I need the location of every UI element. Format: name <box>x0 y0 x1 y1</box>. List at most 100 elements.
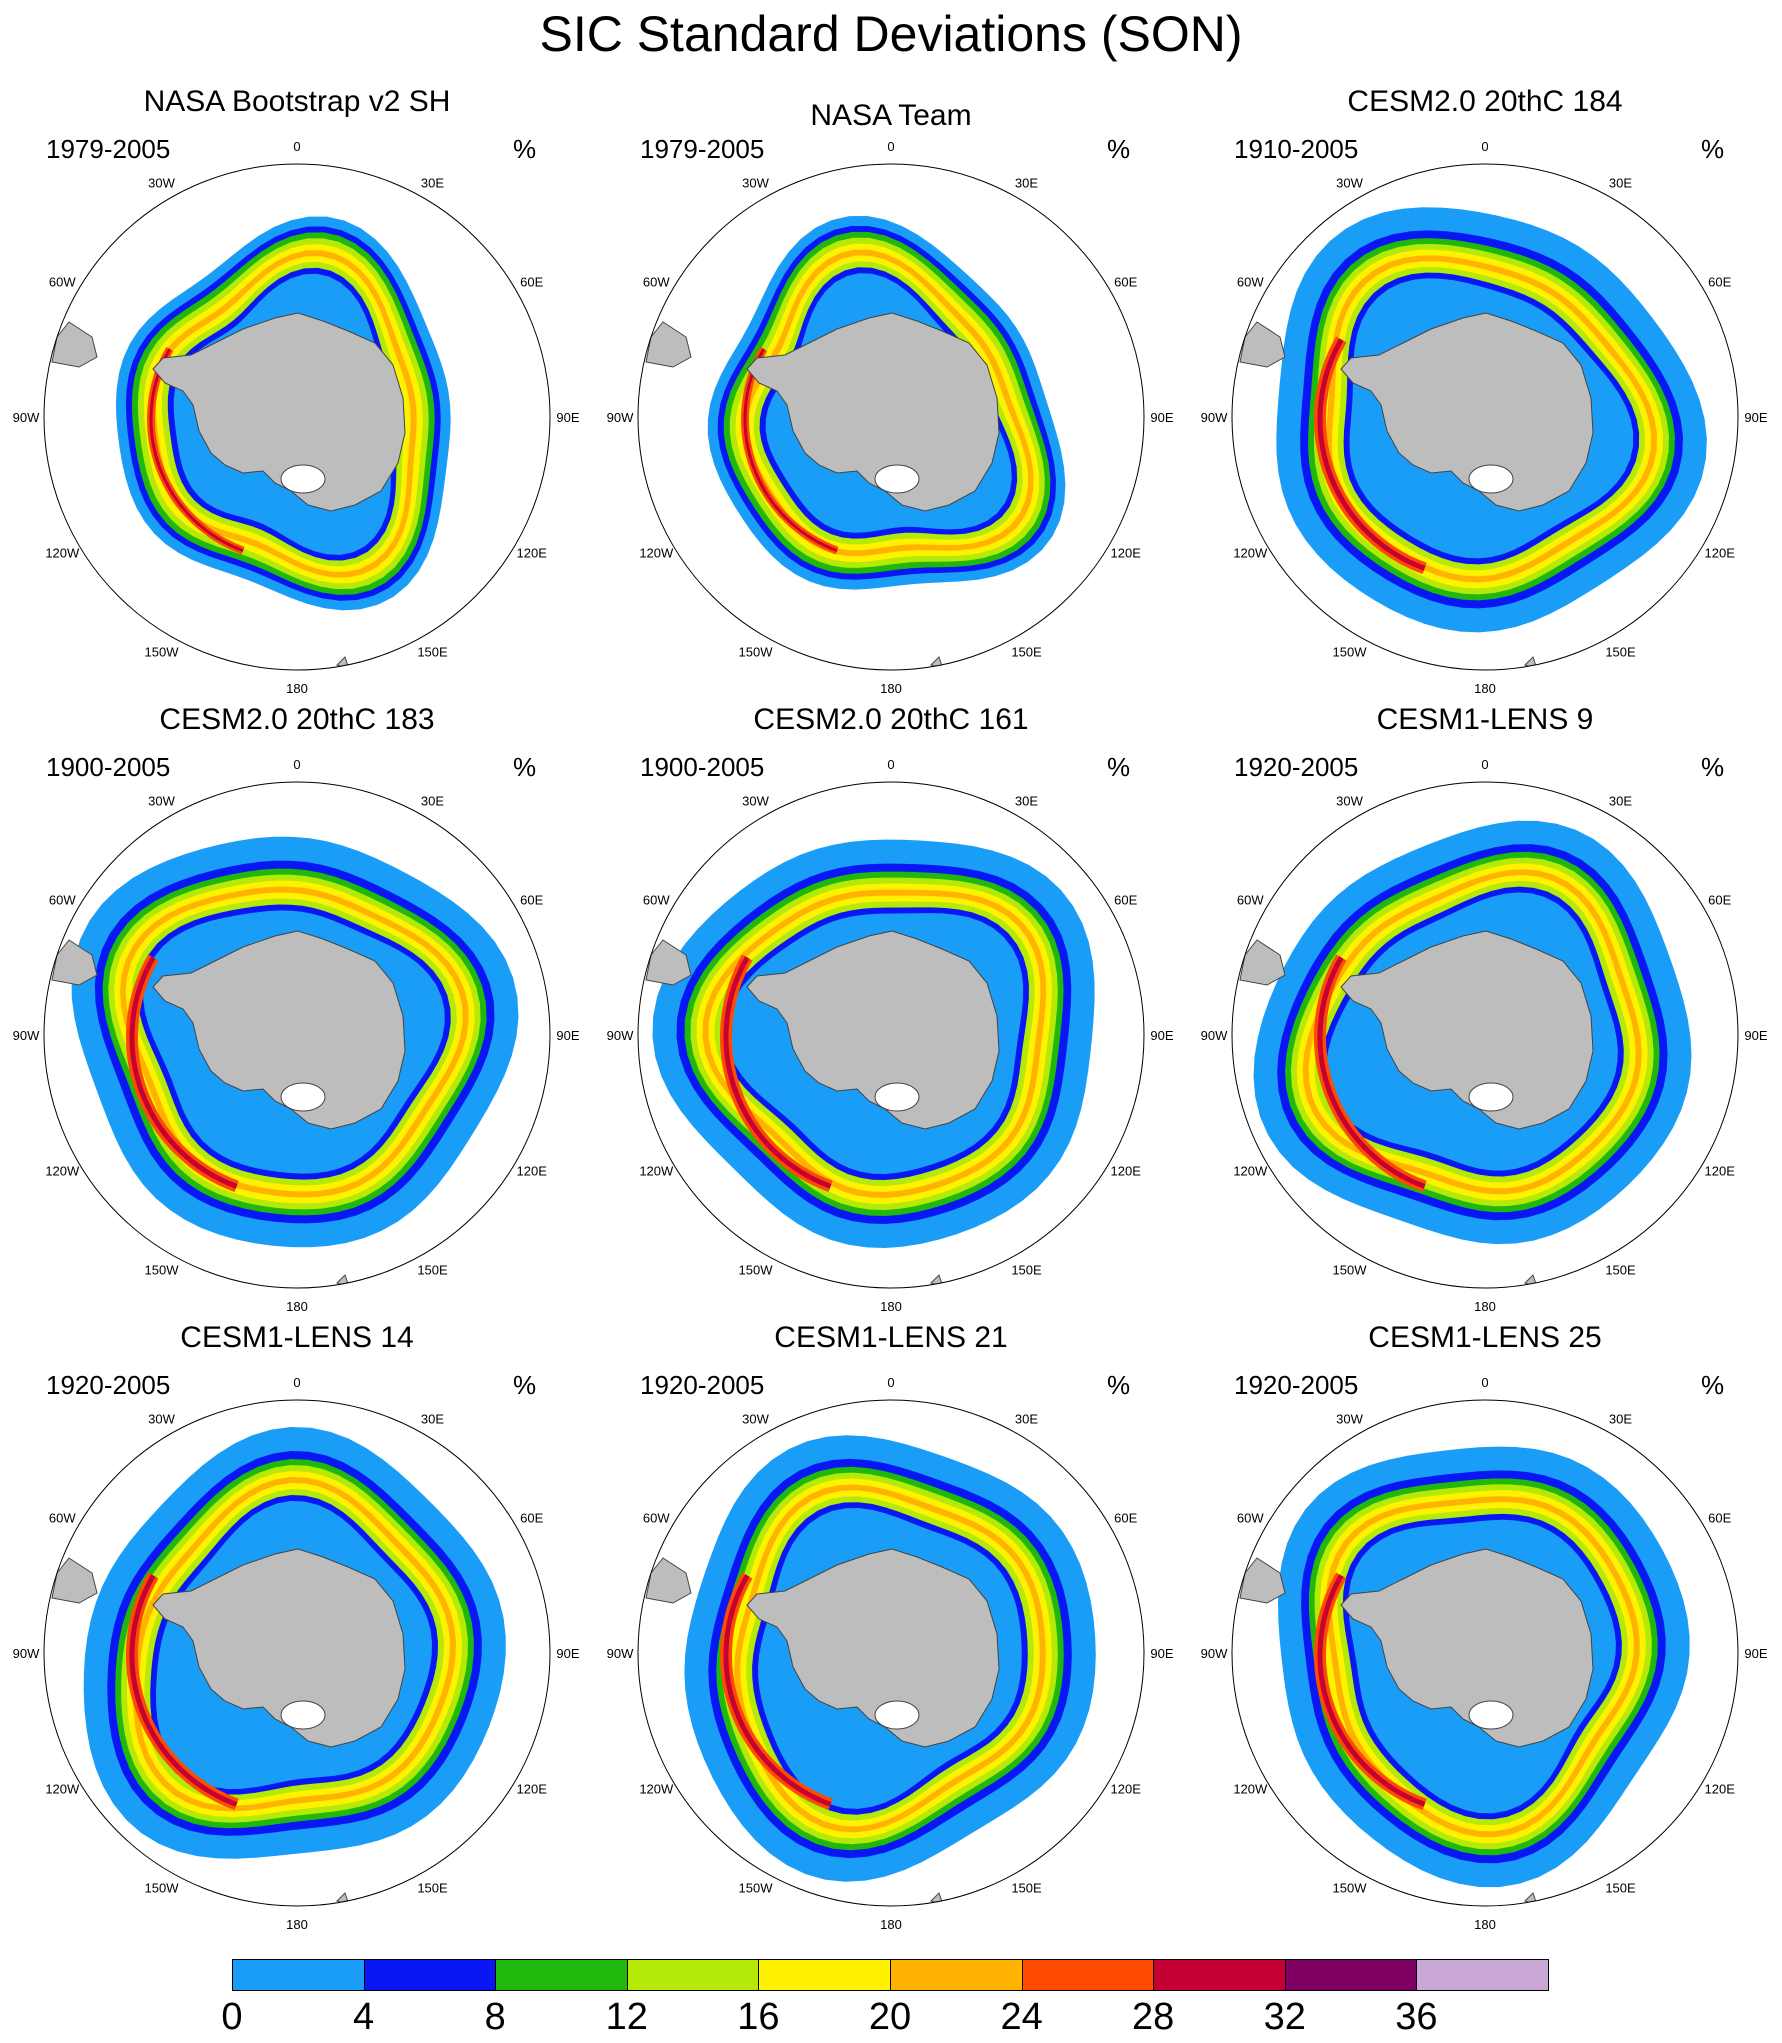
map-border <box>637 781 1145 1289</box>
longitude-label: 30W <box>148 175 175 190</box>
longitude-label: 60W <box>49 893 76 908</box>
longitude-label: 180 <box>880 1917 902 1932</box>
longitude-label: 180 <box>286 681 308 696</box>
panel-title: CESM1-LENS 9 <box>1376 703 1594 736</box>
longitude-label: 90W <box>13 410 40 425</box>
antarctica-landmass <box>746 930 1000 1130</box>
longitude-label: 0 <box>887 1375 894 1390</box>
longitude-label: 60W <box>49 275 76 290</box>
colorbar-tick-label: 36 <box>1395 1996 1438 2038</box>
longitude-label: 0 <box>1481 139 1488 154</box>
longitude-label: 150E <box>1605 1263 1636 1278</box>
longitude-label: 30E <box>1015 793 1038 808</box>
longitude-label: 90E <box>1150 410 1173 425</box>
ross-ice-shelf <box>1468 1700 1514 1730</box>
panel-period: 1900-2005 <box>640 752 765 782</box>
longitude-label: 30W <box>1336 1411 1363 1426</box>
longitude-label: 60E <box>1708 275 1731 290</box>
polar-map: 0 30E 60E 90E 120E 150E 180 150W 120W 90W 60W 30W <box>13 139 580 696</box>
colorbar-tick-label: 16 <box>737 1996 780 2038</box>
map-border <box>1231 781 1739 1289</box>
longitude-label: 30W <box>148 793 175 808</box>
south-america-landmass <box>1239 939 1286 986</box>
panel-unit: % <box>513 134 537 164</box>
longitude-label: 0 <box>887 139 894 154</box>
antarctica-landmass <box>1340 312 1594 512</box>
colorbar-tick-label: 12 <box>605 1996 648 2038</box>
ross-ice-shelf <box>280 1700 326 1730</box>
panel-unit: % <box>1107 1370 1131 1400</box>
longitude-label: 30W <box>148 1411 175 1426</box>
map-border <box>1231 163 1739 671</box>
longitude-label: 120E <box>517 1164 548 1179</box>
colorbar-bin <box>232 1959 365 1991</box>
map-panel: CESM2.0 20thC 184 1910-2005% 0 30E 60E 90E 120… <box>1188 78 1782 698</box>
longitude-label: 0 <box>293 757 300 772</box>
longitude-label: 30W <box>742 175 769 190</box>
map-panel: CESM1-LENS 9 1920-2005% 0 30E 60E 90E 120E 150E… <box>1188 696 1782 1316</box>
sic-core-arc <box>723 1574 832 1807</box>
colorbar-tick-label: 32 <box>1263 1996 1306 2038</box>
panel-unit: % <box>1107 752 1131 782</box>
figure-title: SIC Standard Deviations (SON) <box>539 6 1243 62</box>
map-border <box>1231 1399 1739 1907</box>
longitude-label: 150W <box>145 1263 180 1278</box>
longitude-label: 120E <box>517 1782 548 1797</box>
map-border <box>43 781 551 1289</box>
polar-map: 0 30E 60E 90E 120E 150E 180 150W 120W 90W 60W 30W <box>13 1375 580 1932</box>
panel-title: CESM2.0 20thC 183 <box>159 703 435 736</box>
longitude-label: 60W <box>643 275 670 290</box>
colorbar-tick-label: 8 <box>484 1996 506 2038</box>
longitude-label: 120E <box>1111 1164 1142 1179</box>
panel-period: 1979-2005 <box>640 134 765 164</box>
longitude-label: 0 <box>293 139 300 154</box>
sic-core-arc <box>129 956 238 1189</box>
sic-core-arc <box>1317 338 1426 571</box>
sic-core-arc <box>723 956 832 1189</box>
longitude-label: 60E <box>1114 1511 1137 1526</box>
longitude-label: 150W <box>145 645 180 660</box>
longitude-label: 60W <box>49 1511 76 1526</box>
longitude-label: 30E <box>421 793 444 808</box>
longitude-label: 30E <box>1609 1411 1632 1426</box>
colorbar <box>232 1959 1549 1993</box>
panel-unit: % <box>1107 134 1131 164</box>
map-panel: CESM1-LENS 14 1920-2005% 0 30E 60E 90E 120E 150… <box>0 1314 594 1934</box>
ross-ice-shelf <box>874 1082 920 1112</box>
panel-unit: % <box>513 1370 537 1400</box>
longitude-label: 120E <box>1705 1164 1736 1179</box>
panel-period: 1900-2005 <box>46 752 171 782</box>
colorbar-bin <box>890 1959 1023 1991</box>
antarctica-landmass <box>1340 1548 1594 1748</box>
panel-unit: % <box>1701 134 1725 164</box>
longitude-label: 60E <box>520 1511 543 1526</box>
south-america-landmass <box>51 939 98 986</box>
ross-ice-shelf <box>280 464 326 494</box>
longitude-label: 0 <box>1481 757 1488 772</box>
map-border <box>43 1399 551 1907</box>
colorbar-bin <box>626 1959 760 1991</box>
longitude-label: 90W <box>13 1646 40 1661</box>
longitude-label: 90E <box>556 1646 579 1661</box>
colorbar-tick-label: 4 <box>353 1996 375 2038</box>
longitude-label: 90W <box>1201 1646 1228 1661</box>
polar-map: 0 30E 60E 90E 120E 150E 180 150W 120W 90W 60W 30W <box>607 139 1174 696</box>
colorbar-bin <box>1021 1959 1155 1991</box>
polar-map: 0 30E 60E 90E 120E 150E 180 150W 120W 90W 60W 30W <box>1201 139 1768 696</box>
longitude-label: 150E <box>417 1263 448 1278</box>
south-america-landmass <box>645 321 692 368</box>
map-panel: CESM1-LENS 25 1920-2005% 0 30E 60E 90E 120E 150… <box>1188 1314 1782 1934</box>
panel-period: 1910-2005 <box>1234 134 1359 164</box>
longitude-label: 90E <box>556 1028 579 1043</box>
longitude-label: 120W <box>45 1164 80 1179</box>
panel-title: NASA Team <box>810 99 972 132</box>
panel-period: 1920-2005 <box>46 1370 171 1400</box>
longitude-label: 90E <box>556 410 579 425</box>
longitude-label: 30W <box>742 793 769 808</box>
panel-title: CESM1-LENS 25 <box>1368 1321 1602 1354</box>
longitude-label: 120E <box>1705 1782 1736 1797</box>
longitude-label: 120W <box>1233 1164 1268 1179</box>
longitude-label: 90E <box>1150 1646 1173 1661</box>
colorbar-tick-label: 24 <box>1000 1996 1043 2038</box>
antarctica-landmass <box>152 930 406 1130</box>
